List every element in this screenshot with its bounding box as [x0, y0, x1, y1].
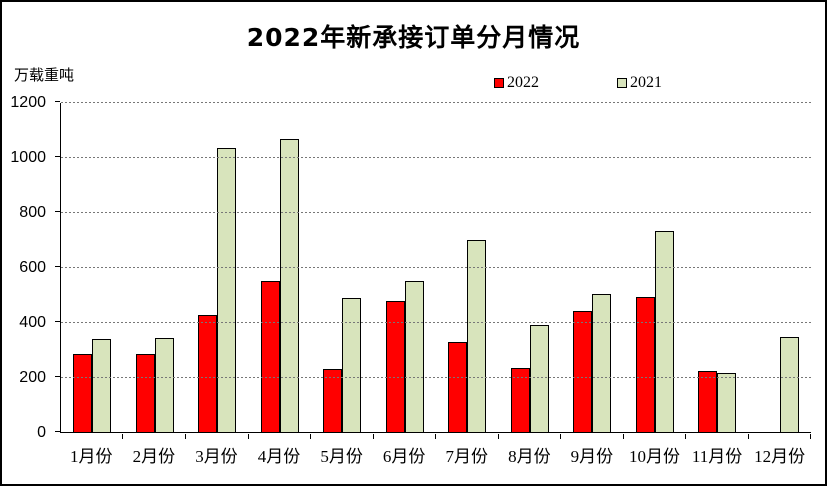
bar-2021-11月份	[717, 372, 737, 432]
y-tick-label-1200: 1200	[10, 94, 46, 111]
y-axis-unit-label: 万载重吨	[14, 66, 75, 84]
bar-group-12月份	[749, 103, 812, 432]
x-label-9月份: 9月份	[570, 447, 614, 466]
bar-2021-9月份	[592, 294, 612, 432]
legend-swatch-2022	[494, 78, 504, 88]
bar-2021-5月份	[342, 297, 362, 432]
bar-2022-4月份	[260, 281, 280, 432]
bar-group-8月份	[499, 103, 562, 432]
y-tick-600	[55, 266, 60, 267]
x-tick-11	[747, 434, 749, 439]
x-label-7月份: 7月份	[445, 447, 489, 466]
bar-2021-8月份	[529, 325, 549, 432]
x-label-8月份: 8月份	[508, 447, 551, 466]
gridline-400	[61, 322, 811, 323]
gridline-1200	[61, 102, 811, 103]
x-label-10月份: 10月份	[628, 447, 680, 466]
y-tick-1000	[55, 156, 60, 157]
bar-group-3月份	[186, 103, 249, 432]
legend-swatch-2021	[617, 78, 627, 88]
bars-row	[61, 103, 811, 432]
y-tick-200	[55, 376, 60, 377]
y-tick-label-1000: 1000	[10, 149, 46, 166]
bar-2022-1月份	[73, 354, 93, 432]
x-label-3月份: 3月份	[195, 447, 238, 466]
y-tick-label-600: 600	[19, 259, 46, 276]
y-tick-label-200: 200	[19, 369, 46, 386]
x-tick-3	[247, 434, 249, 439]
bar-2022-2月份	[135, 354, 155, 432]
gridline-1000	[61, 157, 811, 158]
y-tick-0	[55, 431, 60, 432]
legend-item-2022: 2022	[494, 74, 539, 92]
bar-group-10月份	[624, 103, 687, 432]
bar-2022-10月份	[635, 296, 655, 432]
bar-2022-3月份	[198, 314, 218, 432]
x-tick-4	[309, 434, 311, 439]
x-tick-2	[184, 434, 186, 439]
bar-group-1月份	[61, 103, 124, 432]
x-axis-labels: 1月份 2月份 3月份 4月份 5月份 6月份 7月份 8月份 9月份 10月份 11月份 12月份	[60, 442, 811, 467]
gridline-800	[61, 212, 811, 213]
x-label-2月份: 2月份	[132, 447, 176, 466]
y-axis-labels: 0 200 400 600 800 1000 1200	[2, 94, 50, 441]
x-tick-5	[372, 434, 374, 439]
bar-group-11月份	[686, 103, 749, 432]
y-tick-label-800: 800	[19, 204, 46, 221]
bar-2022-7月份	[448, 342, 468, 432]
x-label-1月份: 1月份	[70, 447, 113, 466]
x-label-4月份: 4月份	[257, 447, 301, 466]
x-tick-7	[497, 434, 499, 439]
legend-label-2021: 2021	[630, 74, 662, 91]
bar-group-9月份	[561, 103, 624, 432]
x-tick-9	[622, 434, 624, 439]
bar-2021-3月份	[217, 147, 237, 432]
bar-group-7月份	[436, 103, 499, 432]
bar-group-5月份	[311, 103, 374, 432]
y-tick-800	[55, 211, 60, 212]
y-tick-400	[55, 321, 60, 322]
bar-2021-6月份	[404, 280, 424, 432]
bar-2021-7月份	[467, 240, 487, 432]
bar-2021-4月份	[279, 139, 299, 432]
y-tick-label-0: 0	[37, 424, 46, 441]
x-tick-8	[559, 434, 561, 439]
bar-2022-8月份	[510, 367, 530, 432]
bar-2022-6月份	[385, 301, 405, 432]
chart-title: 2022年新承接订单分月情况	[246, 23, 581, 52]
bar-2021-12月份	[779, 337, 799, 432]
gridline-200	[61, 377, 811, 378]
plot-area	[55, 101, 811, 439]
bar-2022-11月份	[698, 371, 718, 432]
bar-2021-10月份	[654, 231, 674, 432]
bar-2022-9月份	[573, 310, 593, 432]
x-tick-12	[810, 434, 811, 439]
y-tick-1200	[55, 101, 60, 102]
bar-group-6月份	[374, 103, 437, 432]
x-tick-10	[685, 434, 686, 439]
x-label-5月份: 5月份	[320, 447, 363, 466]
x-label-11月份: 11月份	[691, 447, 743, 466]
bar-group-2月份	[124, 103, 187, 432]
y-tick-label-400: 400	[19, 314, 46, 331]
bar-2022-5月份	[323, 368, 343, 432]
legend: 2022 2021	[494, 74, 662, 92]
gridline-600	[61, 267, 811, 268]
x-tick-1	[122, 434, 124, 439]
legend-item-2021: 2021	[617, 74, 662, 92]
legend-label-2022: 2022	[507, 74, 539, 91]
bar-2021-2月份	[154, 337, 174, 432]
x-tick-6	[435, 434, 436, 439]
x-label-12月份: 12月份	[754, 447, 806, 466]
bar-2021-1月份	[92, 339, 112, 432]
x-label-6月份: 6月份	[382, 447, 426, 466]
